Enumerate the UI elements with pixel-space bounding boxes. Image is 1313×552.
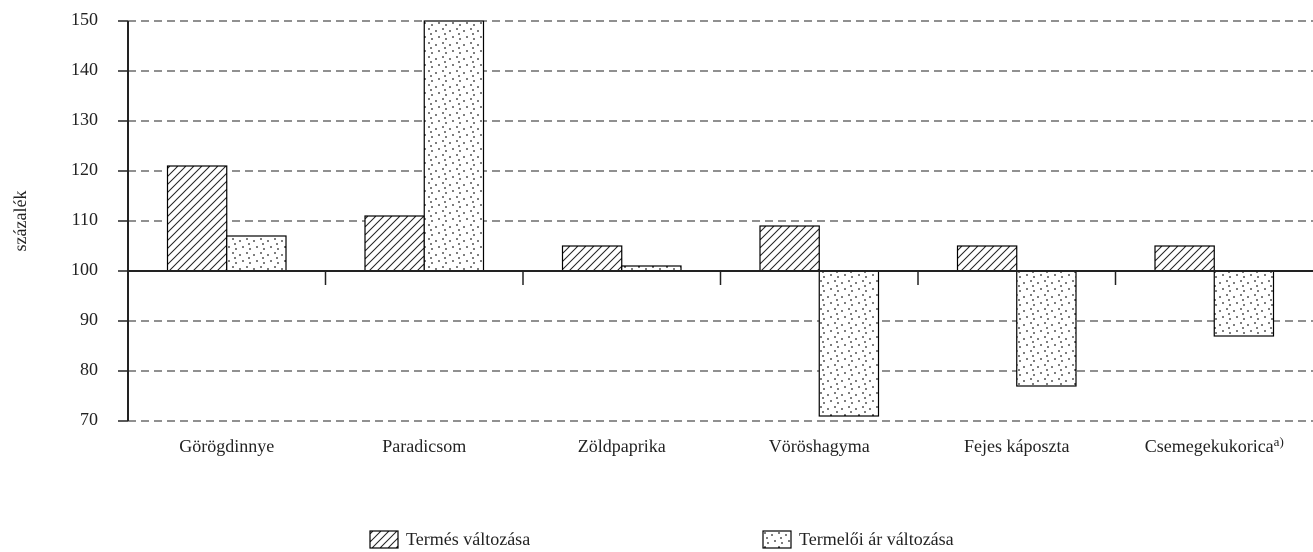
category-name: Zöldpaprika [578,436,666,456]
legend-swatch [762,530,792,549]
bar [166,165,228,272]
bar [1154,245,1215,272]
x-tick-label: Görögdinnye [179,436,274,456]
bar [1016,270,1077,387]
bar [226,235,287,272]
y-tick-label: 140 [71,59,98,79]
y-tick-label: 110 [72,209,98,229]
x-tick-label: Csemegekukoricaa) [1145,434,1284,456]
category-name: Vöröshagyma [769,436,870,456]
y-tick-label: 100 [71,259,98,279]
y-tick-label: 90 [80,309,98,329]
category-name: Görögdinnye [179,436,274,456]
legend-label: Termés változása [406,529,530,549]
category-footnote: a) [1274,434,1284,449]
x-tick-label: Zöldpaprika [578,436,666,456]
bar [1213,270,1275,337]
category-name: Paradicsom [382,436,466,456]
bar [561,245,623,272]
bar [423,20,485,272]
category-name: Fejes káposzta [964,436,1069,456]
y-tick-label: 130 [71,109,98,129]
x-tick-label: Paradicsom [382,436,466,456]
y-axis-label: százalék [10,191,30,252]
x-tick-label: Fejes káposzta [964,436,1069,456]
y-tick-label: 120 [71,159,98,179]
y-tick-label: 70 [80,409,98,429]
bar [759,225,820,272]
y-tick-label: 80 [80,359,98,379]
bar [956,245,1018,272]
legend-swatch [369,530,399,549]
legend-label: Termelői ár változása [799,529,954,549]
x-tick-label: Vöröshagyma [769,436,870,456]
category-name: Csemegekukorica [1145,436,1274,456]
bar [364,215,425,272]
bar [818,270,880,417]
y-tick-label: 150 [71,9,98,29]
